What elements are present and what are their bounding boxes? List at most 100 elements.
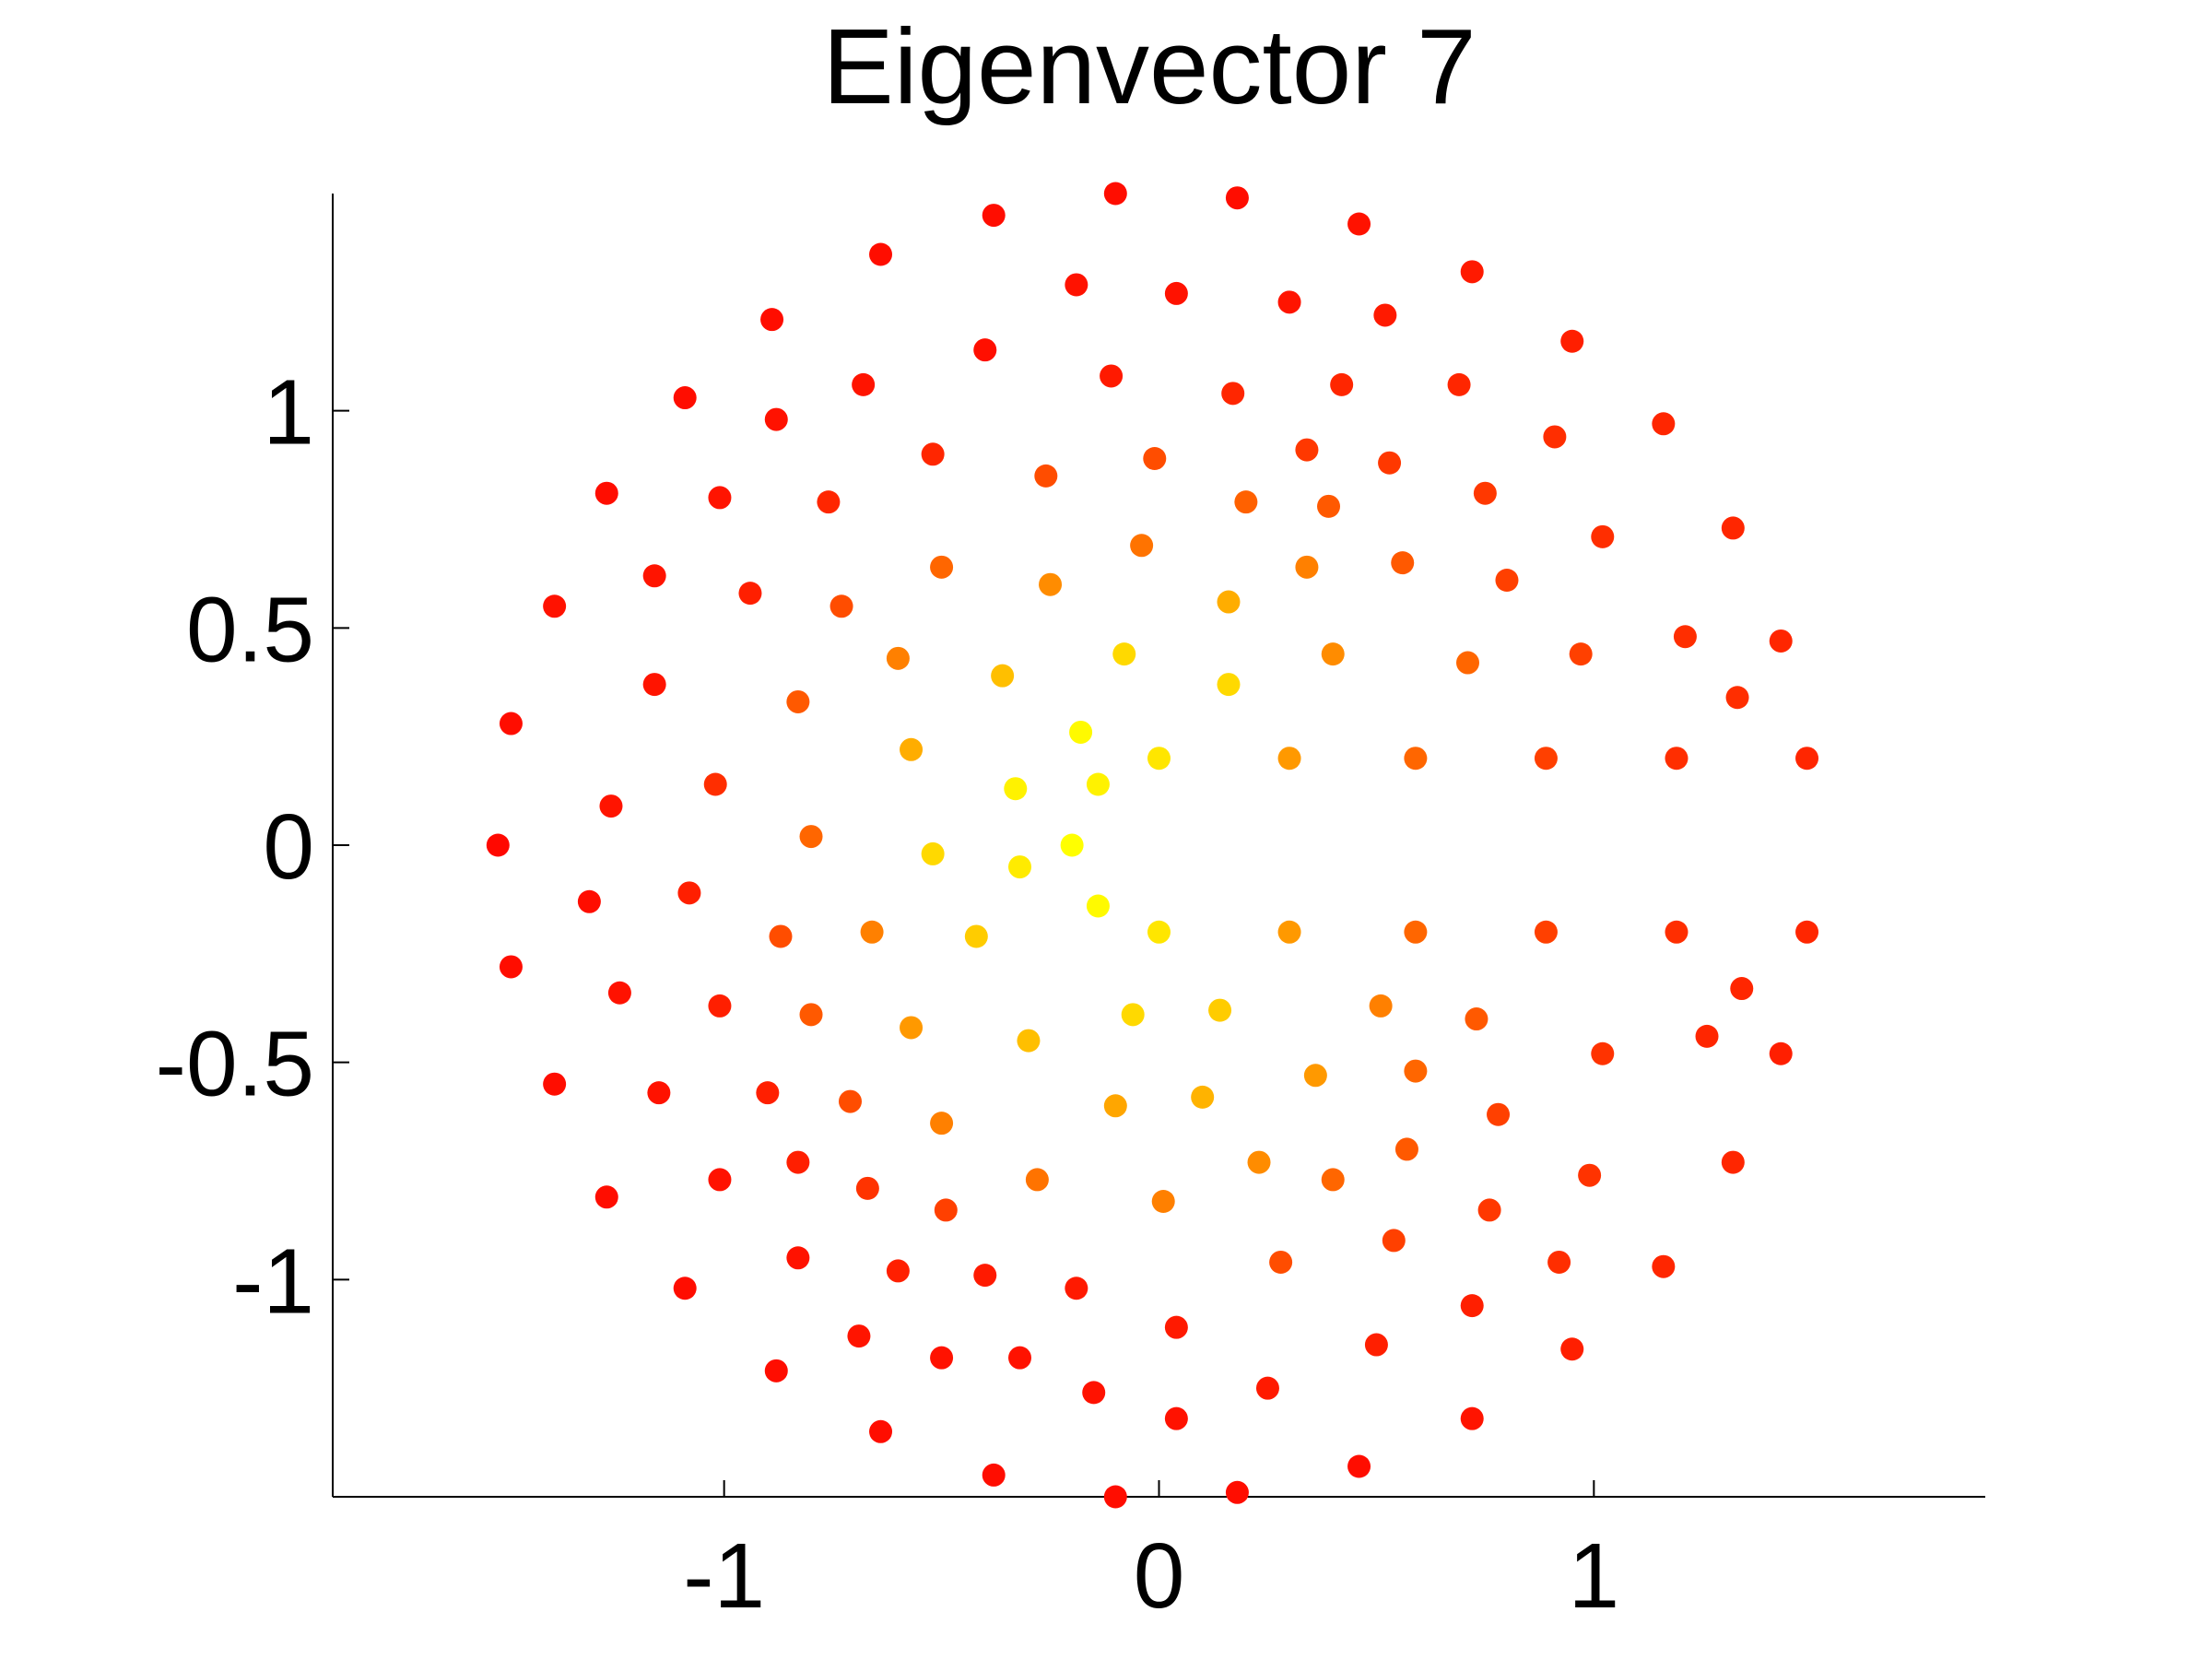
scatter-point (1378, 451, 1402, 475)
scatter-point (1394, 1137, 1418, 1161)
scatter-point (847, 1324, 871, 1348)
scatter-point (1164, 1315, 1188, 1339)
scatter-point (982, 204, 1006, 228)
scatter-point (1130, 534, 1154, 558)
scatter-point (599, 794, 623, 818)
scatter-point (886, 1259, 910, 1283)
y-tick-label: 0.5 (186, 578, 314, 681)
scatter-point (708, 994, 732, 1018)
scatter-point (1652, 1254, 1676, 1278)
scatter-point (1347, 1454, 1371, 1478)
scatter-point (1103, 1485, 1127, 1509)
scatter-point (1465, 1007, 1488, 1031)
scatter-point (703, 772, 727, 796)
scatter-point (786, 689, 810, 713)
scatter-point (921, 442, 945, 466)
scatter-point (1191, 1085, 1215, 1109)
scatter-point (543, 594, 567, 618)
scatter-point (991, 664, 1015, 688)
scatter-point (1543, 425, 1567, 449)
scatter-point (1547, 1250, 1571, 1274)
scatter-point (973, 338, 997, 362)
scatter-point (1143, 447, 1167, 471)
scatter-point (900, 737, 924, 761)
scatter-point (607, 981, 631, 1005)
scatter-point (830, 594, 853, 618)
y-tick-label: 1 (263, 361, 314, 465)
scatter-point (799, 1003, 823, 1027)
scatter-point (756, 1081, 780, 1105)
scatter-point (1769, 629, 1793, 653)
scatter-point (817, 490, 841, 514)
scatter-point (738, 582, 762, 606)
scatter-point (1008, 855, 1032, 879)
scatter-point (886, 646, 910, 670)
scatter-point (760, 308, 784, 332)
scatter-point (1330, 372, 1354, 396)
scatter-point (1065, 273, 1088, 297)
scatter-point (642, 564, 666, 588)
scatter-point (1652, 412, 1676, 436)
scatter-point (1382, 1229, 1406, 1253)
scatter-point (1447, 372, 1471, 396)
scatter-point (1225, 1480, 1249, 1504)
scatter-point (1103, 182, 1127, 206)
scatter-point (1303, 1064, 1327, 1088)
scatter-point (1277, 290, 1301, 314)
scatter-point (594, 481, 618, 505)
y-tick-label: -1 (232, 1230, 314, 1333)
axes (332, 194, 1985, 1498)
scatter-point (1404, 1059, 1428, 1083)
scatter-point (1534, 747, 1558, 771)
scatter-point (1487, 1102, 1511, 1126)
scatter-point (642, 673, 666, 697)
scatter-point (1391, 551, 1415, 575)
scatter-point (1591, 1041, 1615, 1065)
scatter-point (499, 712, 523, 735)
scatter-point (860, 920, 884, 944)
scatter-point (1086, 772, 1110, 796)
scatter-point (1208, 998, 1232, 1022)
scatter-point (1369, 994, 1393, 1018)
scatter-point (1560, 329, 1584, 353)
scatter-point (1112, 642, 1136, 666)
scatter-point (499, 955, 523, 979)
scatter-point (1060, 833, 1084, 857)
scatter-point (647, 1081, 671, 1105)
scatter-point (1317, 494, 1341, 518)
scatter-point (964, 924, 988, 948)
scatter-point (982, 1463, 1006, 1487)
scatter-point (1460, 260, 1484, 284)
scatter-point (852, 372, 876, 396)
scatter-point (1560, 1337, 1584, 1361)
scatter-point (673, 1277, 697, 1300)
scatter-point (1373, 303, 1397, 327)
scatter-point (1121, 1003, 1145, 1027)
scatter-point (1321, 1168, 1345, 1192)
scatter-point (1217, 590, 1241, 614)
scatter-point (1008, 1346, 1032, 1370)
y-tick-label: 0 (263, 795, 314, 899)
scatter-point (764, 407, 788, 431)
scatter-point (1404, 747, 1428, 771)
scatter-point (1795, 747, 1819, 771)
scatter-point (1730, 977, 1754, 1001)
scatter-point (900, 1016, 924, 1040)
scatter-point (930, 555, 954, 579)
scatter-point (1147, 920, 1171, 944)
scatter-point (786, 1246, 810, 1270)
scatter-point (673, 386, 697, 410)
scatter-point (1295, 555, 1319, 579)
scatter-point (1665, 920, 1688, 944)
scatter-point (973, 1264, 997, 1288)
scatter-point (930, 1346, 954, 1370)
scatter-point (1460, 1294, 1484, 1318)
scatter-point (1017, 1029, 1041, 1053)
scatter-point (930, 1112, 954, 1135)
scatter-point (1321, 642, 1345, 666)
scatter-point (677, 881, 701, 905)
scatter-point (934, 1198, 958, 1222)
scatter-point (1086, 894, 1110, 918)
scatter-point (543, 1072, 567, 1096)
